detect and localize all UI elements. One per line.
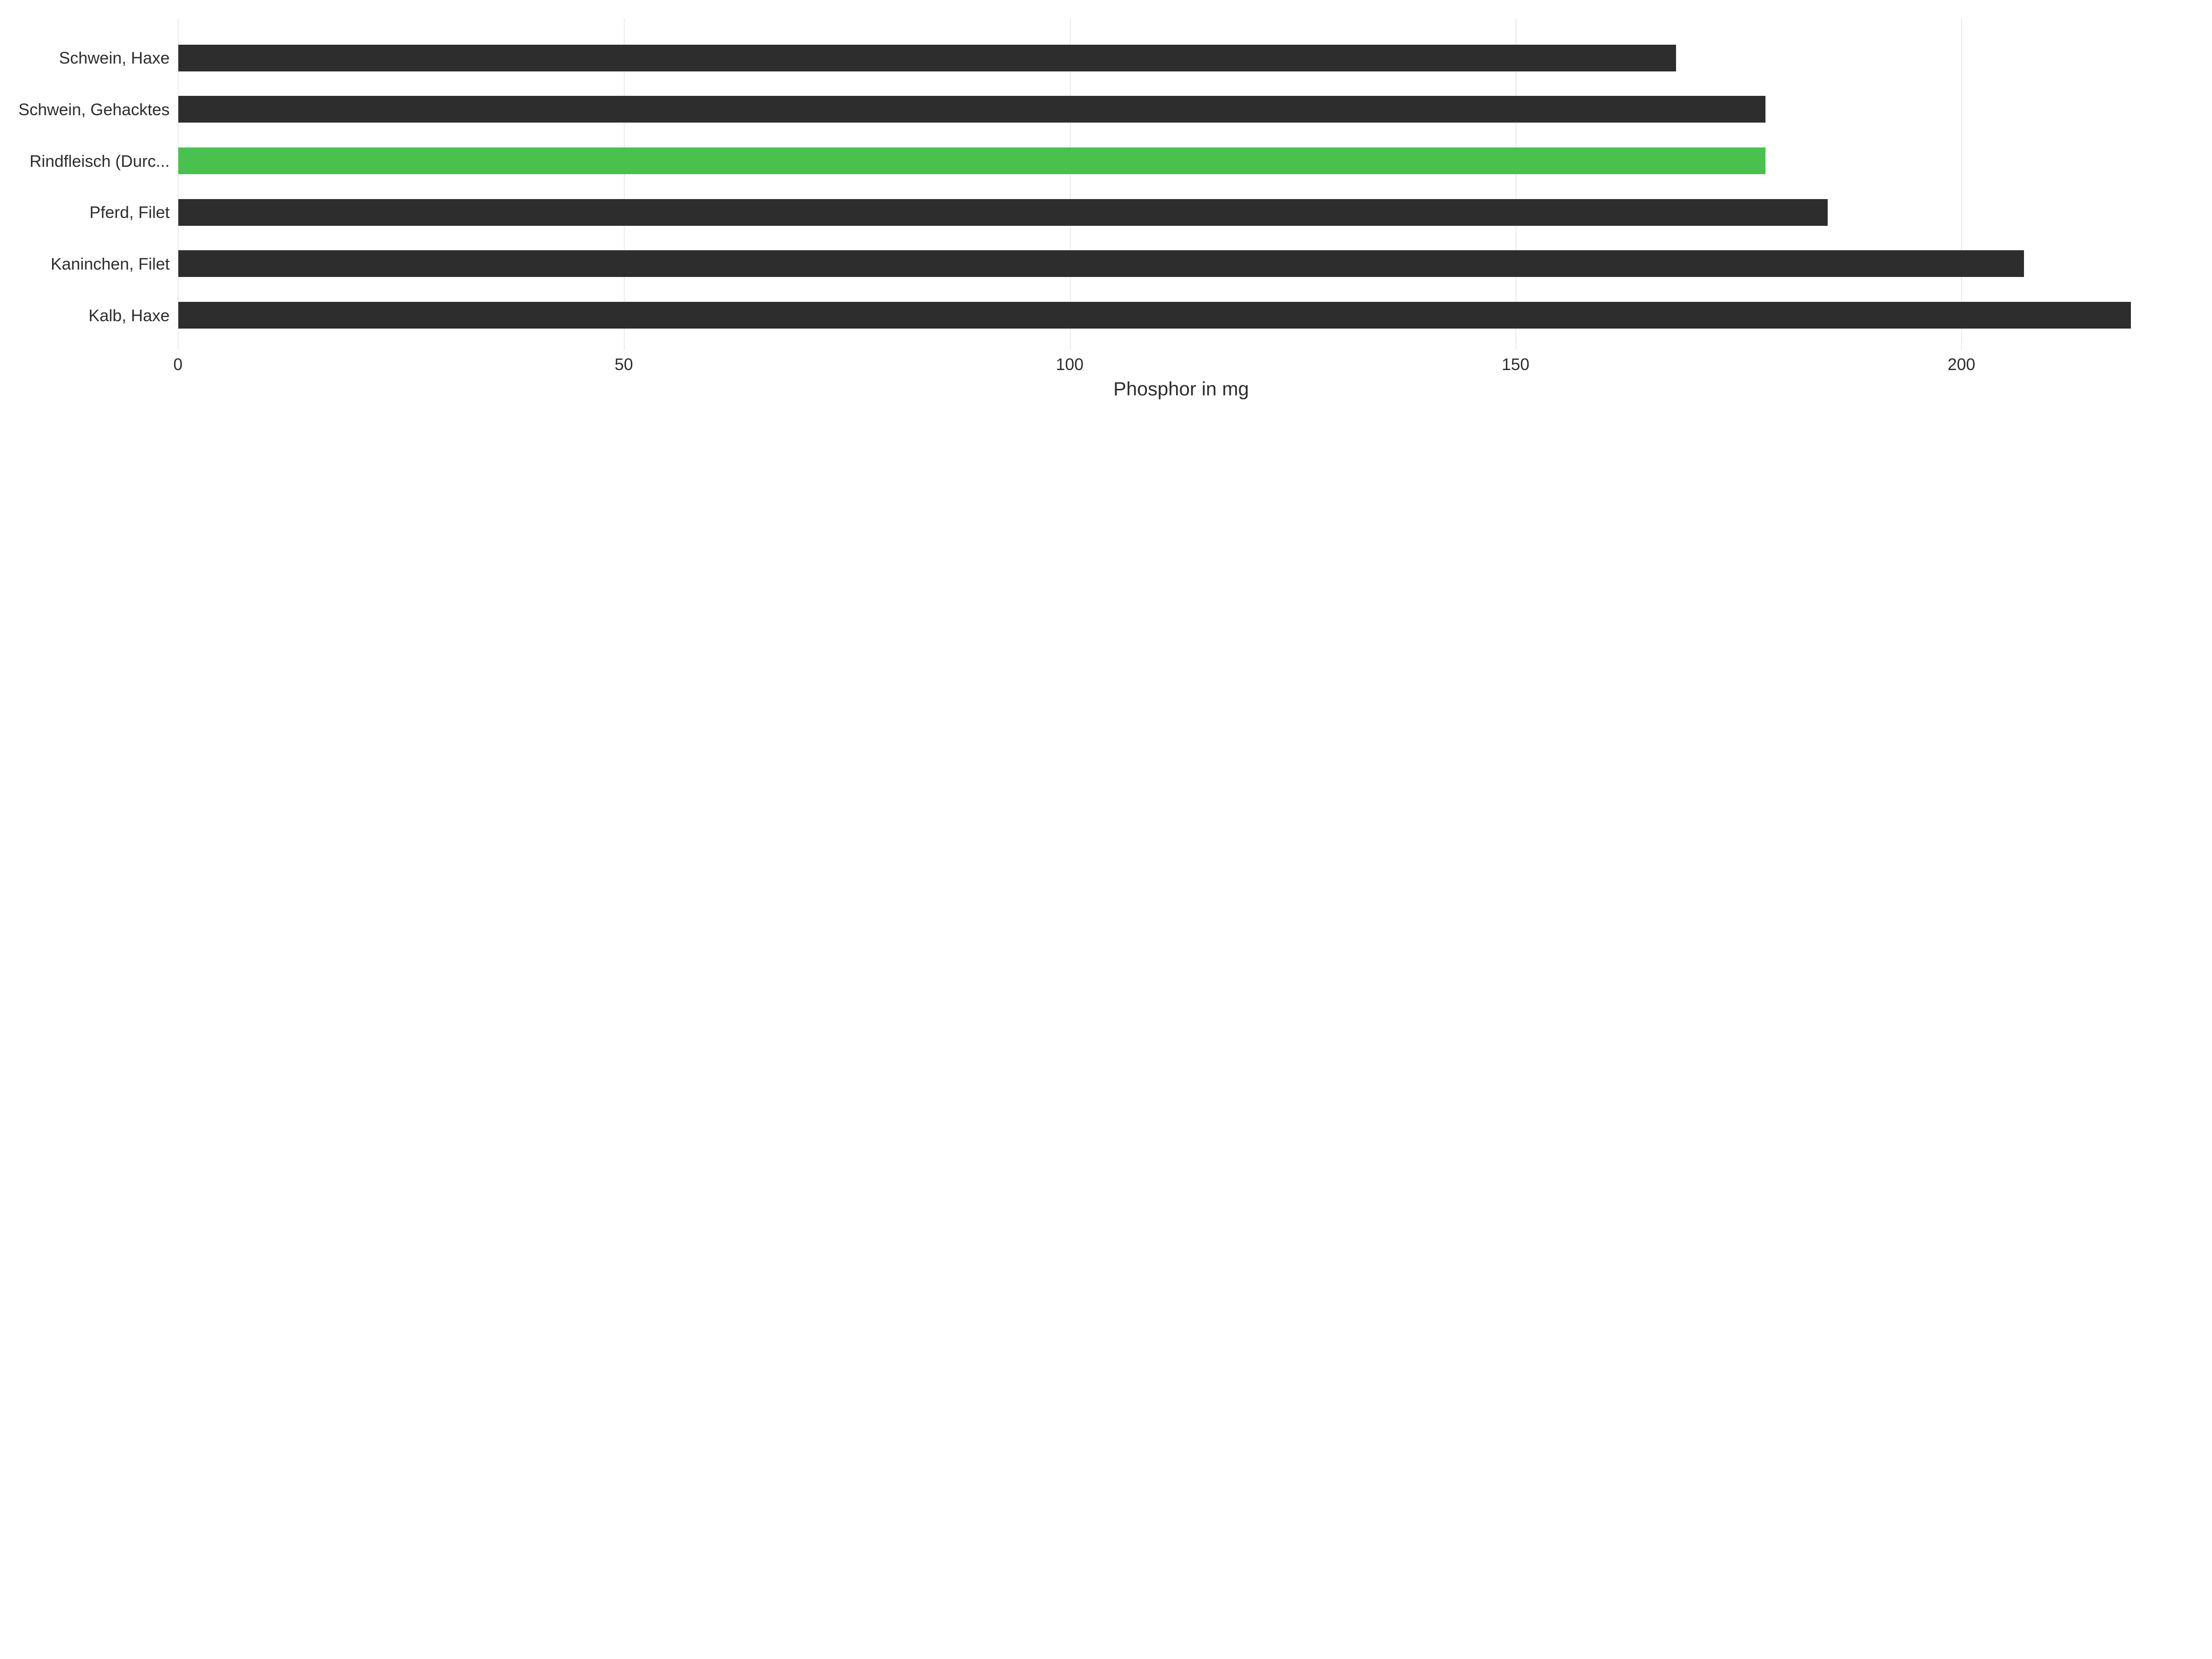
- bar: [178, 45, 1676, 71]
- bar: [178, 250, 2024, 277]
- bar-slot: [178, 147, 2184, 174]
- x-axis-title: Phosphor in mg: [178, 378, 2184, 400]
- y-axis-labels: Schwein, Haxe Schwein, Gehacktes Rindfleis…: [18, 18, 178, 350]
- bar-slot: [178, 45, 2184, 71]
- bar: [178, 147, 1765, 174]
- x-axis-tick: 50: [615, 355, 633, 374]
- y-axis-label: Pferd, Filet: [18, 199, 170, 226]
- bar-slot: [178, 250, 2184, 277]
- x-axis: 0 50 100 150 200: [18, 350, 2184, 373]
- bar-slot: [178, 302, 2184, 329]
- y-axis-label: Kaninchen, Filet: [18, 250, 170, 277]
- x-axis-tick: 150: [1502, 355, 1530, 374]
- bar: [178, 302, 2131, 329]
- phosphor-bar-chart: Schwein, Haxe Schwein, Gehacktes Rindfleis…: [18, 18, 2184, 400]
- y-axis-label: Schwein, Gehacktes: [18, 96, 170, 123]
- bar-slot: [178, 96, 2184, 123]
- plot-area: [178, 18, 2184, 350]
- x-axis-spacer-2: [18, 373, 178, 400]
- x-axis-ticks: 050100150200: [178, 350, 2184, 373]
- bars-container: [178, 18, 2184, 350]
- bar-slot: [178, 199, 2184, 226]
- chart-area: Schwein, Haxe Schwein, Gehacktes Rindfleis…: [18, 18, 2184, 350]
- x-title-row: Phosphor in mg: [18, 373, 2184, 400]
- y-axis-label: Kalb, Haxe: [18, 302, 170, 329]
- x-axis-tick: 0: [173, 355, 182, 374]
- x-axis-spacer: [18, 350, 178, 373]
- bar: [178, 96, 1765, 123]
- y-axis-label: Rindfleisch (Durc...: [18, 147, 170, 174]
- x-axis-tick: 100: [1056, 355, 1083, 374]
- bar: [178, 199, 1828, 226]
- y-axis-label: Schwein, Haxe: [18, 45, 170, 71]
- x-axis-tick: 200: [1947, 355, 1975, 374]
